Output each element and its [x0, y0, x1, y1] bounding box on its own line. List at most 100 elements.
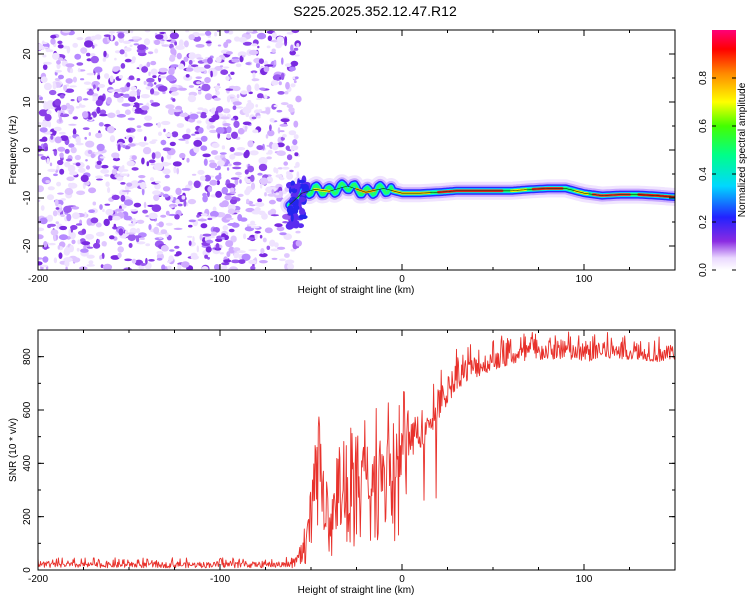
- noise-speck: [237, 127, 245, 135]
- noise-speck: [204, 254, 209, 259]
- noise-speck: [111, 194, 120, 200]
- noise-speck: [190, 252, 198, 258]
- noise-speck: [60, 135, 69, 142]
- noise-speck: [65, 78, 73, 84]
- noise-speck: [186, 128, 191, 134]
- noise-speck: [196, 88, 201, 90]
- noise-speck: [273, 59, 277, 65]
- x-tick-label: -100: [210, 274, 230, 285]
- noise-speck: [123, 267, 132, 270]
- noise-speck: [142, 209, 149, 214]
- noise-speck: [38, 234, 44, 240]
- noise-speck: [259, 234, 263, 239]
- noise-speck: [105, 181, 110, 187]
- noise-speck: [239, 55, 244, 63]
- noise-speck: [290, 44, 294, 52]
- noise-region: [38, 30, 303, 270]
- noise-speck: [107, 112, 116, 119]
- noise-speck: [135, 236, 140, 243]
- noise-speck: [277, 246, 286, 250]
- noise-speck: [233, 152, 244, 156]
- noise-speck: [266, 245, 271, 250]
- noise-speck: [170, 91, 179, 96]
- noise-speck: [217, 160, 225, 167]
- noise-speck: [83, 244, 87, 250]
- noise-speck: [284, 253, 290, 258]
- noise-speck: [225, 88, 234, 91]
- noise-speck: [80, 174, 89, 183]
- noise-speck: [136, 241, 146, 245]
- noise-speck: [64, 247, 71, 255]
- noise-speck: [94, 34, 102, 40]
- noise-speck: [276, 150, 286, 156]
- noise-speck: [257, 45, 260, 49]
- noise-speck: [254, 83, 260, 91]
- noise-speck: [58, 234, 69, 241]
- noise-speck: [188, 219, 196, 223]
- noise-speck: [112, 226, 118, 230]
- noise-speck: [237, 175, 242, 178]
- noise-speck: [225, 51, 233, 55]
- noise-speck: [191, 173, 197, 176]
- colorbar: 0.0 0.2 0.4 0.6 0.8 Normalized spectral ampl…: [698, 30, 748, 277]
- noise-speck: [207, 186, 213, 193]
- y-tick-label: 0: [22, 147, 33, 153]
- noise-speck: [290, 60, 299, 67]
- noise-speck: [155, 180, 161, 184]
- noise-speck: [277, 91, 285, 95]
- noise-speck: [255, 98, 263, 100]
- noise-speck: [118, 228, 124, 236]
- noise-speck: [275, 192, 280, 196]
- noise-speck: [109, 75, 114, 83]
- noise-speck: [170, 205, 174, 209]
- noise-speck: [209, 159, 215, 163]
- noise-speck: [140, 94, 150, 99]
- noise-speck: [84, 40, 94, 48]
- noise-speck: [221, 186, 229, 195]
- noise-speck: [273, 104, 278, 108]
- noise-speck: [231, 131, 238, 139]
- noise-speck: [95, 132, 103, 139]
- noise-speck: [178, 39, 184, 47]
- noise-speck: [233, 161, 242, 166]
- noise-speck: [293, 47, 299, 51]
- noise-speck: [146, 161, 150, 167]
- noise-speck: [101, 164, 109, 169]
- noise-speck: [77, 167, 86, 173]
- noise-speck: [272, 74, 282, 81]
- noise-speck: [257, 198, 263, 203]
- noise-speck: [75, 106, 80, 109]
- noise-speck: [277, 167, 284, 170]
- noise-speck: [94, 66, 103, 73]
- noise-speck: [54, 69, 62, 73]
- onset-blob: [298, 179, 306, 184]
- noise-speck: [283, 161, 289, 166]
- noise-speck: [199, 234, 203, 241]
- noise-speck: [90, 153, 96, 159]
- noise-speck: [238, 259, 246, 264]
- y-tick-label: 0: [22, 567, 33, 573]
- noise-speck: [153, 226, 160, 235]
- noise-speck: [57, 44, 64, 49]
- noise-speck: [90, 53, 96, 57]
- noise-speck: [216, 180, 220, 186]
- noise-speck: [56, 60, 61, 65]
- noise-speck: [46, 158, 50, 165]
- noise-speck: [230, 71, 235, 76]
- noise-speck: [252, 129, 259, 134]
- noise-speck: [233, 254, 239, 259]
- noise-speck: [65, 158, 73, 162]
- noise-speck: [149, 140, 157, 144]
- noise-speck: [254, 207, 261, 212]
- noise-speck: [92, 44, 95, 49]
- noise-speck: [269, 118, 275, 123]
- noise-speck: [276, 109, 283, 113]
- noise-speck: [219, 252, 224, 255]
- noise-speck: [98, 122, 104, 127]
- noise-speck: [108, 214, 113, 221]
- noise-speck: [147, 51, 154, 55]
- noise-speck: [110, 33, 114, 41]
- noise-speck: [136, 78, 141, 81]
- noise-speck: [188, 85, 194, 88]
- noise-speck: [183, 74, 193, 81]
